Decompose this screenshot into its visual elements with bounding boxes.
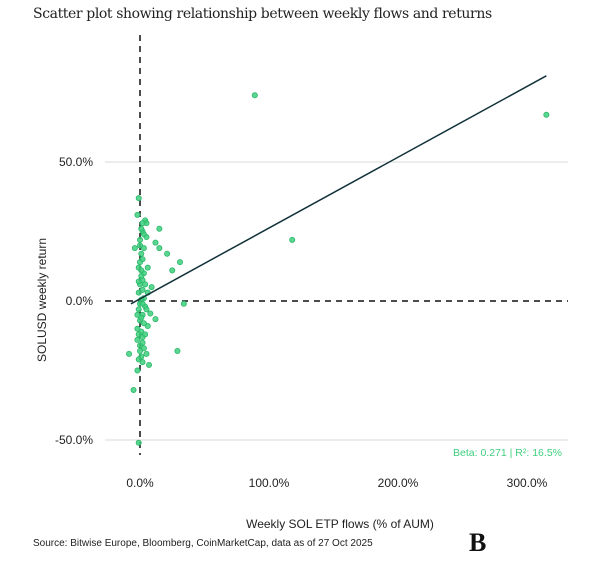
data-point: [152, 316, 159, 323]
y-tick-label: 50.0%: [59, 155, 93, 169]
x-tick-label: 200.0%: [378, 476, 419, 490]
data-point: [140, 231, 147, 238]
data-point: [131, 245, 138, 252]
data-point: [156, 245, 163, 252]
data-point: [156, 225, 163, 232]
data-point: [134, 311, 141, 318]
data-point: [138, 225, 145, 232]
data-point: [289, 236, 296, 243]
y-axis-title: SOLUSD weekly return: [35, 238, 49, 362]
data-point: [135, 278, 142, 285]
data-point: [140, 245, 147, 252]
data-point: [139, 339, 146, 346]
data-point: [126, 350, 133, 357]
data-point: [139, 300, 146, 307]
bitwise-logo: B: [469, 528, 487, 557]
x-tick-label: 100.0%: [249, 476, 290, 490]
data-point: [135, 439, 142, 446]
x-tick-label: 300.0%: [507, 476, 548, 490]
data-point: [144, 264, 151, 271]
data-point: [164, 250, 171, 257]
data-point: [135, 289, 142, 296]
source-note: Source: Bitwise Europe, Bloomberg, CoinM…: [33, 538, 373, 549]
data-point: [134, 336, 141, 343]
x-tick-label: 0.0%: [126, 476, 154, 490]
data-point: [169, 267, 176, 274]
y-tick-label: -50.0%: [55, 433, 93, 447]
data-point: [251, 92, 258, 99]
data-point: [140, 320, 147, 327]
data-point: [130, 386, 137, 393]
chart-title: Scatter plot showing relationship betwee…: [33, 6, 492, 22]
data-point: [136, 348, 143, 355]
data-point: [135, 195, 142, 202]
data-point: [139, 359, 146, 366]
data-point: [139, 220, 146, 227]
data-point: [138, 272, 145, 279]
data-point: [180, 300, 187, 307]
data-point: [148, 284, 155, 291]
data-point: [543, 111, 550, 118]
data-point: [135, 306, 142, 313]
data-point: [134, 367, 141, 374]
beta-r2-annotation: Beta: 0.271 | R²: 16.5%: [453, 447, 562, 459]
y-tick-label: 0.0%: [66, 294, 94, 308]
regression-line: [130, 75, 547, 305]
data-point: [174, 348, 181, 355]
data-point: [146, 361, 153, 368]
x-axis-title: Weekly SOL ETP flows (% of AUM): [246, 517, 434, 531]
data-point: [143, 350, 150, 357]
data-point: [136, 236, 143, 243]
data-point: [142, 331, 149, 338]
data-point: [147, 310, 154, 317]
data-point: [142, 281, 149, 288]
data-point: [136, 259, 143, 266]
data-point: [138, 267, 145, 274]
data-point: [152, 239, 159, 246]
data-point: [134, 211, 141, 218]
data-point: [138, 250, 145, 257]
data-point: [143, 306, 150, 313]
data-point: [176, 259, 183, 266]
